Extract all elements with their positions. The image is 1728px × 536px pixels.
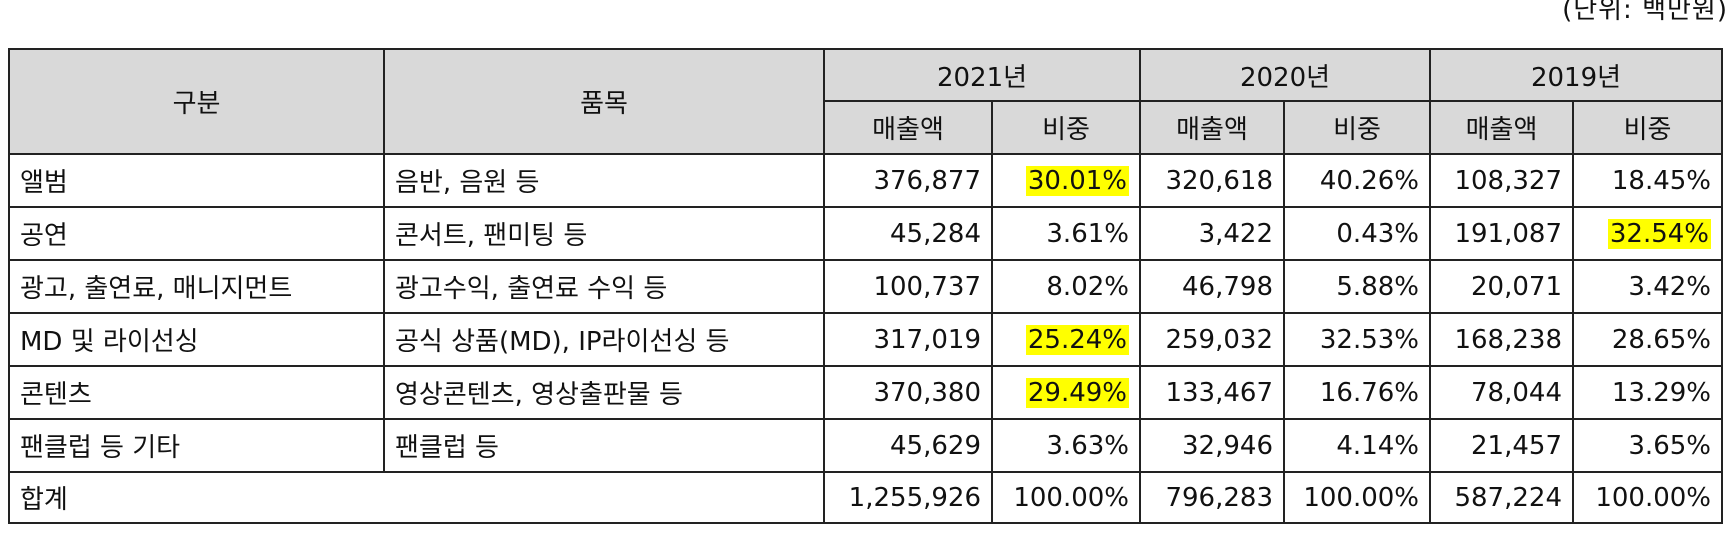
table-row: 공연 콘서트, 팬미팅 등 45,284 3.61% 3,422 0.43% 1… — [8, 206, 1723, 261]
header-sales-2019: 매출액 — [1429, 100, 1574, 155]
row-item: 광고수익, 출연료 수익 등 — [383, 259, 825, 314]
highlight-mark: 25.24% — [1025, 324, 1129, 355]
sales-2021: 376,877 — [823, 153, 993, 208]
sales-2019: 191,087 — [1429, 206, 1574, 261]
header-sales-2020: 매출액 — [1139, 100, 1285, 155]
table-row: 팬클럽 등 기타 팬클럽 등 45,629 3.63% 32,946 4.14%… — [8, 418, 1723, 473]
table-row: 앨범 음반, 음원 등 376,877 30.01% 320,618 40.26… — [8, 153, 1723, 208]
share-2020: 16.76% — [1283, 365, 1431, 420]
share-2019: 28.65% — [1572, 312, 1723, 367]
total-sales-2021: 1,255,926 — [823, 471, 993, 524]
header-sales-2021: 매출액 — [823, 100, 993, 155]
share-2021: 3.63% — [991, 418, 1141, 473]
share-2020: 40.26% — [1283, 153, 1431, 208]
share-2020: 32.53% — [1283, 312, 1431, 367]
header-year-2019: 2019년 — [1429, 48, 1723, 102]
share-2019: 3.65% — [1572, 418, 1723, 473]
total-share-2021: 100.00% — [991, 471, 1141, 524]
total-share-2019: 100.00% — [1572, 471, 1723, 524]
sales-2020: 46,798 — [1139, 259, 1285, 314]
header-share-2021: 비중 — [991, 100, 1141, 155]
sales-2020: 133,467 — [1139, 365, 1285, 420]
highlight-mark: 30.01% — [1025, 165, 1129, 196]
row-category: MD 및 라이선싱 — [8, 312, 385, 367]
share-2019: 32.54% — [1572, 206, 1723, 261]
row-category: 팬클럽 등 기타 — [8, 418, 385, 473]
share-2020: 5.88% — [1283, 259, 1431, 314]
table-row: 콘텐츠 영상콘텐츠, 영상출판물 등 370,380 29.49% 133,46… — [8, 365, 1723, 420]
sales-2020: 32,946 — [1139, 418, 1285, 473]
table-row: MD 및 라이선싱 공식 상품(MD), IP라이선싱 등 317,019 25… — [8, 312, 1723, 367]
share-2020: 4.14% — [1283, 418, 1431, 473]
row-category: 공연 — [8, 206, 385, 261]
share-2019: 3.42% — [1572, 259, 1723, 314]
row-category: 앨범 — [8, 153, 385, 208]
row-item: 음반, 음원 등 — [383, 153, 825, 208]
share-2019: 13.29% — [1572, 365, 1723, 420]
sales-2019: 108,327 — [1429, 153, 1574, 208]
total-row: 합계 1,255,926 100.00% 796,283 100.00% 587… — [8, 471, 1723, 524]
sales-2020: 259,032 — [1139, 312, 1285, 367]
sales-2021: 45,629 — [823, 418, 993, 473]
share-2021: 29.49% — [991, 365, 1141, 420]
share-2021: 30.01% — [991, 153, 1141, 208]
sales-2020: 3,422 — [1139, 206, 1285, 261]
highlight-mark: 32.54% — [1607, 218, 1711, 249]
row-item: 영상콘텐츠, 영상출판물 등 — [383, 365, 825, 420]
row-item: 콘서트, 팬미팅 등 — [383, 206, 825, 261]
total-label: 합계 — [8, 471, 825, 524]
sales-2019: 168,238 — [1429, 312, 1574, 367]
row-category: 콘텐츠 — [8, 365, 385, 420]
sales-2019: 20,071 — [1429, 259, 1574, 314]
row-item: 팬클럽 등 — [383, 418, 825, 473]
highlight-mark: 29.49% — [1025, 377, 1129, 408]
header-year-2021: 2021년 — [823, 48, 1141, 102]
header-item: 품목 — [383, 48, 825, 155]
sales-2019: 78,044 — [1429, 365, 1574, 420]
share-2021: 25.24% — [991, 312, 1141, 367]
header-share-2020: 비중 — [1283, 100, 1431, 155]
sales-2021: 370,380 — [823, 365, 993, 420]
header-category: 구분 — [8, 48, 385, 155]
sales-2019: 21,457 — [1429, 418, 1574, 473]
header-year-2020: 2020년 — [1139, 48, 1431, 102]
share-2021: 3.61% — [991, 206, 1141, 261]
row-item: 공식 상품(MD), IP라이선싱 등 — [383, 312, 825, 367]
share-2021: 8.02% — [991, 259, 1141, 314]
total-sales-2020: 796,283 — [1139, 471, 1285, 524]
total-share-2020: 100.00% — [1283, 471, 1431, 524]
sales-2021: 317,019 — [823, 312, 993, 367]
revenue-table: 구분 품목 2021년 2020년 2019년 매출액 비중 매출액 비중 매출… — [8, 48, 1723, 524]
sales-2021: 100,737 — [823, 259, 993, 314]
header-row-metrics: 매출액 비중 매출액 비중 매출액 비중 — [9, 100, 1723, 155]
sales-2020: 320,618 — [1139, 153, 1285, 208]
unit-note: (단위: 백만원) — [1562, 0, 1728, 25]
share-2019: 18.45% — [1572, 153, 1723, 208]
header-row-years: 구분 품목 2021년 2020년 2019년 — [8, 48, 1723, 155]
sales-2021: 45,284 — [823, 206, 993, 261]
header-share-2019: 비중 — [1572, 100, 1723, 155]
share-2020: 0.43% — [1283, 206, 1431, 261]
table-row: 광고, 출연료, 매니지먼트 광고수익, 출연료 수익 등 100,737 8.… — [8, 259, 1723, 314]
total-sales-2019: 587,224 — [1429, 471, 1574, 524]
row-category: 광고, 출연료, 매니지먼트 — [8, 259, 385, 314]
